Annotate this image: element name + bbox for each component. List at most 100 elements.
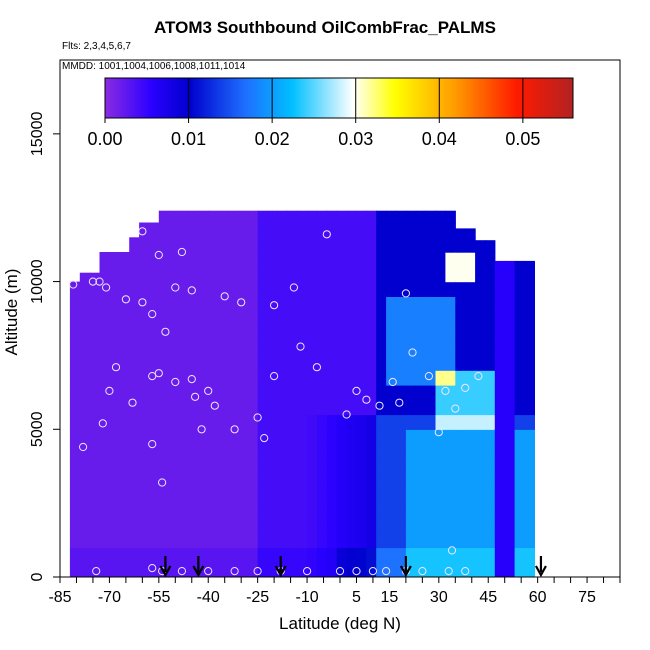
field-cell xyxy=(336,222,348,238)
field-cell xyxy=(326,210,338,224)
field-cell xyxy=(415,488,427,504)
field-cell xyxy=(129,414,140,430)
field-cell xyxy=(326,414,338,430)
field-cell xyxy=(435,532,446,549)
field-cell xyxy=(346,488,358,504)
field-cell xyxy=(237,473,249,489)
field-cell xyxy=(396,355,407,371)
field-cell xyxy=(267,385,278,401)
field-cell xyxy=(267,296,278,312)
field-cell xyxy=(425,296,437,312)
field-cell xyxy=(356,385,367,401)
field-cell xyxy=(139,458,150,475)
field-cell xyxy=(237,252,249,268)
field-cell xyxy=(267,325,278,342)
field-cell xyxy=(287,488,298,504)
field-cell xyxy=(396,532,407,549)
field-cell xyxy=(445,532,456,549)
field-cell xyxy=(99,562,110,577)
field-cell xyxy=(218,399,229,416)
field-cell xyxy=(297,266,308,283)
field-cell xyxy=(435,311,446,327)
field-cell xyxy=(257,503,269,519)
field-cell xyxy=(247,370,259,386)
field-cell xyxy=(89,517,101,534)
field-cell xyxy=(396,281,407,297)
field-cell xyxy=(188,210,199,224)
field-cell xyxy=(198,532,209,549)
field-cell xyxy=(504,385,516,401)
field-cell xyxy=(287,503,298,519)
field-cell xyxy=(148,340,160,357)
field-cell xyxy=(247,222,259,238)
field-cell xyxy=(405,429,417,445)
field-cell xyxy=(307,385,318,401)
field-cell xyxy=(297,488,308,504)
observation-point xyxy=(375,401,384,410)
field-cell xyxy=(277,414,288,430)
field-cell xyxy=(316,488,328,504)
observation-point xyxy=(474,372,483,381)
field-cell xyxy=(376,237,387,253)
field-cell xyxy=(79,444,91,460)
x-tick-label: -85 xyxy=(48,589,71,606)
field-cell xyxy=(297,370,308,386)
field-cell xyxy=(168,370,180,386)
field-cell xyxy=(405,488,417,504)
field-cell xyxy=(376,429,387,445)
field-cell xyxy=(307,414,318,430)
field-cell xyxy=(376,488,387,504)
field-cell xyxy=(198,237,209,253)
field-cell xyxy=(425,370,437,386)
field-cell xyxy=(346,237,358,253)
field-cell xyxy=(237,517,249,534)
field-cell xyxy=(514,296,526,312)
field-cell xyxy=(346,252,358,268)
field-cell xyxy=(287,414,298,430)
field-cell xyxy=(484,458,496,475)
field-cell xyxy=(455,228,466,238)
field-cell xyxy=(237,399,249,416)
field-cell xyxy=(188,237,199,253)
field-cell xyxy=(287,281,298,297)
field-cell xyxy=(237,429,249,445)
field-cell xyxy=(366,517,377,534)
observation-point xyxy=(111,363,121,372)
field-cell xyxy=(514,532,526,549)
field-cell xyxy=(504,281,516,297)
field-cell xyxy=(514,488,526,504)
field-cell xyxy=(465,429,476,445)
field-cell xyxy=(366,355,377,371)
field-cell xyxy=(277,458,288,475)
field-cell xyxy=(346,296,358,312)
field-cell xyxy=(366,311,377,327)
field-cell xyxy=(139,340,150,357)
field-cell xyxy=(148,355,160,371)
field-cell xyxy=(316,414,328,430)
field-cell xyxy=(109,517,120,534)
chart-subtitle: Flts: 2,3,4,5,6,7 xyxy=(62,41,131,52)
field-cell xyxy=(484,517,496,534)
field-cell xyxy=(158,547,170,563)
field-cell xyxy=(336,311,348,327)
field-cell xyxy=(297,237,308,253)
field-cell xyxy=(237,266,249,283)
field-cell xyxy=(425,222,437,238)
field-cell xyxy=(69,473,81,489)
observation-point xyxy=(312,363,321,372)
field-cell xyxy=(188,340,199,357)
field-cell xyxy=(475,240,486,253)
field-cell xyxy=(79,473,91,489)
field-cell xyxy=(326,562,338,577)
observation-point xyxy=(69,280,78,289)
field-cell xyxy=(316,222,328,238)
field-cell xyxy=(326,370,338,386)
field-cell xyxy=(396,444,407,460)
field-cell xyxy=(386,266,397,283)
field-cell xyxy=(79,458,91,475)
field-cell xyxy=(346,517,358,534)
field-cell xyxy=(208,503,219,519)
field-cell xyxy=(455,399,466,416)
field-cell xyxy=(386,370,397,386)
field-cell xyxy=(119,488,130,504)
